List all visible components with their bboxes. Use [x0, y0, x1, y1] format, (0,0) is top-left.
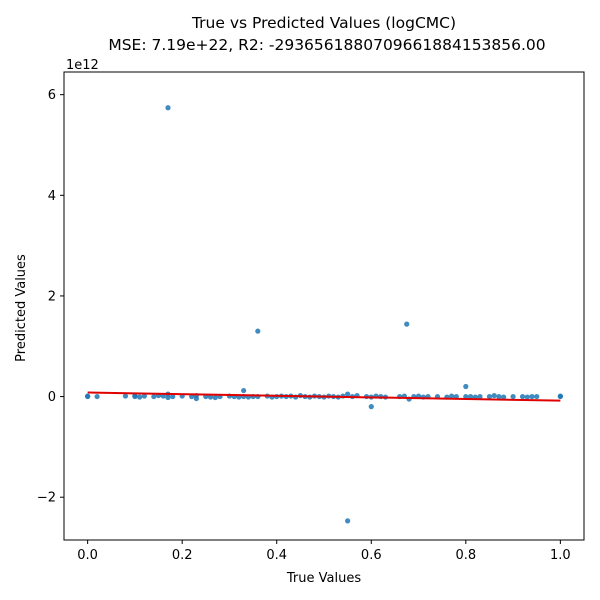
x-tick-label: 0.2 — [172, 548, 193, 563]
data-point — [529, 393, 535, 400]
data-point — [534, 393, 540, 400]
x-tick-label: 0.6 — [361, 548, 382, 563]
data-point — [463, 383, 469, 390]
data-point — [501, 394, 507, 400]
data-point — [170, 393, 176, 400]
y-tick-label: −2 — [37, 491, 56, 506]
x-tick-label: 0.8 — [455, 548, 476, 563]
y-axis-label: Predicted Values — [14, 254, 29, 362]
data-point — [151, 393, 157, 400]
x-tick-label: 1.0 — [550, 548, 571, 563]
data-point — [85, 393, 91, 399]
y-tick-label: 2 — [48, 289, 56, 304]
fit-line — [87, 391, 561, 402]
data-point — [557, 393, 563, 399]
data-point — [491, 392, 497, 399]
plot-area: 0.0 0.2 0.4 0.6 0.8 1.0 −2 0 2 4 6 — [37, 71, 585, 563]
data-point — [137, 394, 143, 400]
data-point — [94, 393, 100, 400]
data-point — [510, 393, 516, 400]
y-offset-text: 1e12 — [66, 58, 99, 73]
data-point — [519, 393, 526, 400]
data-point — [165, 105, 171, 111]
data-point — [241, 387, 247, 394]
data-point — [404, 321, 410, 327]
x-tick-label: 0.4 — [266, 548, 287, 563]
y-tick-label: 4 — [48, 189, 56, 204]
data-point — [345, 391, 351, 397]
y-tick-label: 6 — [48, 88, 56, 103]
data-point — [122, 393, 129, 399]
data-point — [141, 393, 147, 399]
data-point — [524, 394, 530, 400]
data-point — [212, 394, 218, 401]
y-tick-label: 0 — [48, 390, 56, 405]
data-point — [467, 393, 474, 400]
x-tick-label: 0.0 — [77, 548, 98, 563]
chart-subtitle: MSE: 7.19e+22, R2: -29365618807096618841… — [108, 36, 545, 54]
data-point — [255, 328, 261, 334]
data-point — [486, 393, 493, 400]
data-point — [449, 393, 455, 399]
data-point — [207, 394, 214, 400]
data-point — [345, 518, 351, 524]
chart-title: True vs Predicted Values (logCMC) — [191, 14, 456, 32]
data-point — [368, 404, 374, 410]
plot-frame — [63, 71, 585, 541]
data-point — [477, 393, 483, 400]
x-axis-label: True Values — [286, 571, 361, 586]
data-point — [496, 393, 502, 400]
data-point — [463, 393, 469, 400]
